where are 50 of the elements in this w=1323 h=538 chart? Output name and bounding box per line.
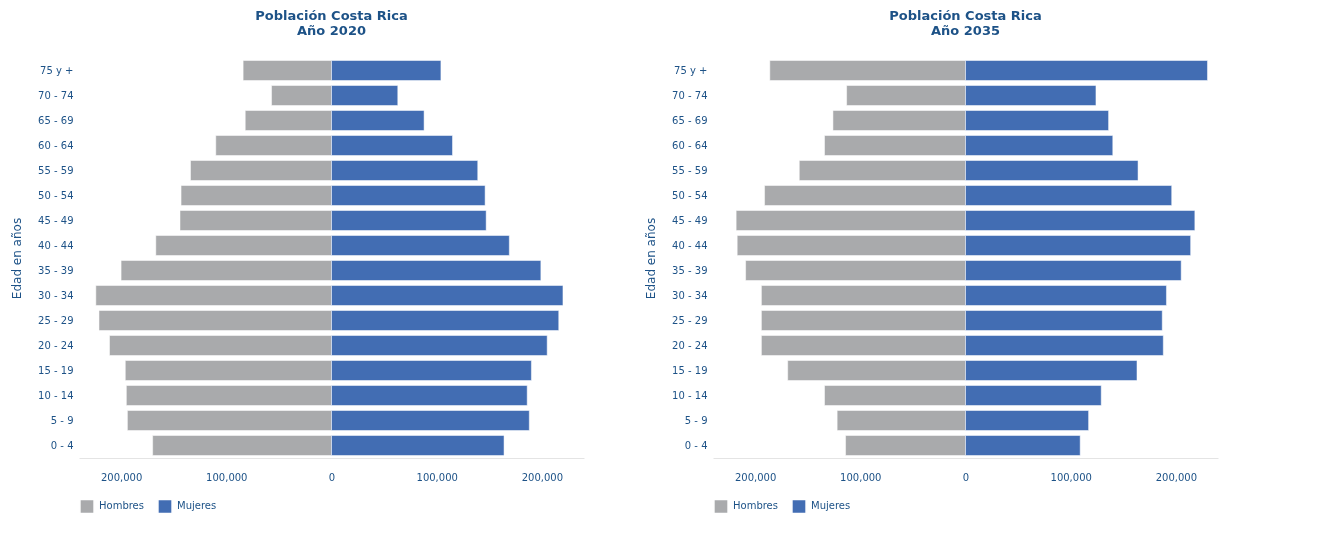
chart-title: Población Costa Rica Año 2035	[889, 8, 1042, 38]
y-tick-label: 35 - 39	[38, 264, 74, 276]
y-tick-label: 10 - 14	[38, 389, 74, 401]
chart-title: Población Costa Rica Año 2020	[255, 8, 408, 38]
y-tick-label: 50 - 54	[672, 189, 708, 201]
x-tick-label: 100,000	[1050, 471, 1092, 483]
y-tick-label: 30 - 34	[38, 289, 74, 301]
y-tick-label: 60 - 64	[672, 139, 708, 151]
x-tick-label: 200,000	[521, 471, 564, 483]
y-axis-title: Edad en años	[644, 217, 659, 300]
y-tick-label: 75 y +	[40, 64, 74, 76]
y-tick-label: 65 - 69	[672, 114, 708, 126]
x-tick-label: 0	[962, 471, 970, 483]
legend-label: Mujeres	[177, 500, 217, 512]
y-tick-label: 35 - 39	[672, 264, 708, 276]
y-tick-label: 5 - 9	[684, 414, 708, 426]
y-tick-label: 10 - 14	[672, 389, 708, 401]
y-axis-title: Edad en años	[10, 217, 25, 300]
y-tick-label: 40 - 44	[672, 239, 708, 251]
y-tick-label: 15 - 19	[672, 364, 708, 376]
y-tick-label: 65 - 69	[38, 114, 74, 126]
y-tick-label: 0 - 4	[50, 439, 74, 451]
y-tick-label: 75 y +	[674, 64, 708, 76]
x-tick-label: 200,000	[1155, 471, 1198, 483]
x-tick-label: 0	[328, 471, 336, 483]
y-tick-label: 15 - 19	[38, 364, 74, 376]
y-tick-label: 70 - 74	[38, 89, 74, 101]
y-tick-label: 70 - 74	[672, 89, 708, 101]
x-tick-label: 200,000	[100, 471, 143, 483]
x-tick-label: 100,000	[416, 471, 458, 483]
y-tick-label: 50 - 54	[38, 189, 74, 201]
y-tick-label: 5 - 9	[50, 414, 74, 426]
y-tick-label: 20 - 24	[38, 339, 74, 351]
x-tick-label: 100,000	[840, 471, 882, 483]
y-tick-label: 20 - 24	[672, 339, 708, 351]
legend-label: Hombres	[733, 500, 778, 512]
y-tick-label: 40 - 44	[38, 239, 74, 251]
y-tick-label: 30 - 34	[672, 289, 708, 301]
y-tick-label: 60 - 64	[38, 139, 74, 151]
y-tick-label: 0 - 4	[684, 439, 708, 451]
y-tick-label: 25 - 29	[672, 314, 708, 326]
x-tick-label: 100,000	[206, 471, 248, 483]
x-tick-label: 200,000	[734, 471, 777, 483]
y-tick-label: 25 - 29	[38, 314, 74, 326]
y-tick-label: 45 - 49	[672, 214, 708, 226]
y-tick-label: 55 - 59	[38, 164, 74, 176]
legend-label: Hombres	[99, 500, 144, 512]
y-tick-label: 45 - 49	[38, 214, 74, 226]
legend-label: Mujeres	[811, 500, 851, 512]
y-tick-label: 55 - 59	[672, 164, 708, 176]
